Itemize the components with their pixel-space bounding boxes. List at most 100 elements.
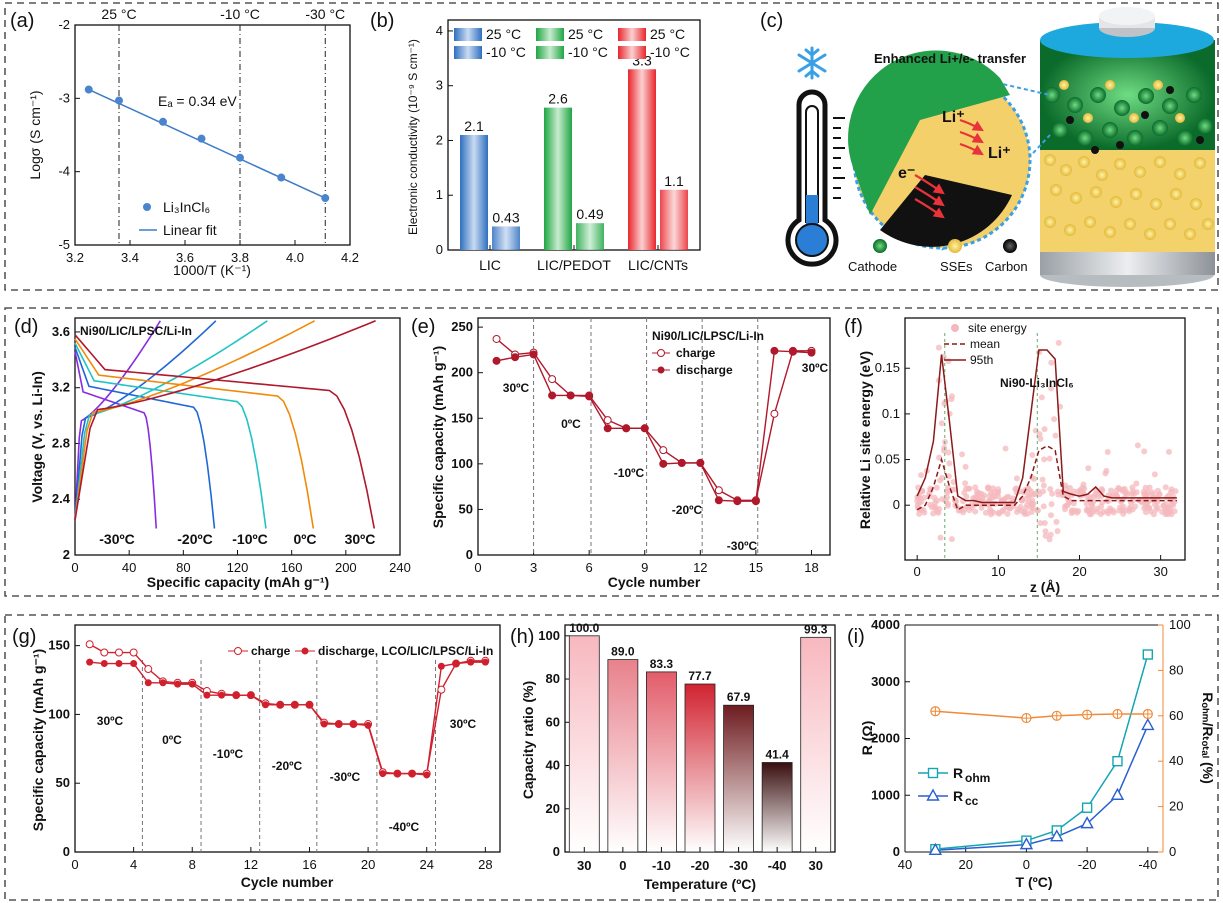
legend-cathode: Cathode — [848, 259, 897, 274]
h-bar — [723, 704, 754, 853]
d-discharge-curve — [74, 342, 267, 529]
g-xtick-label: 8 — [189, 857, 196, 872]
e-discharge-point — [566, 391, 575, 400]
e-charge-point — [659, 446, 668, 455]
f-site-energy-point — [931, 494, 938, 501]
f-site-energy-point — [1129, 484, 1136, 491]
f-site-energy-point — [1116, 507, 1123, 514]
f-site-energy-point — [1062, 485, 1069, 492]
i-xtick-label: -40 — [1138, 857, 1157, 872]
f-site-energy-point — [1085, 508, 1092, 515]
g-xtick-label: 0 — [71, 857, 78, 872]
f-site-energy-point — [1054, 528, 1061, 535]
g-temp-annotation: -10ºC — [213, 747, 244, 761]
f-site-energy-point — [959, 451, 966, 458]
f-site-energy-point — [941, 444, 948, 451]
g-xtick-label: 24 — [419, 857, 433, 872]
g-charge-point — [85, 640, 94, 649]
d-series-label: 30ºC — [345, 531, 376, 547]
g-discharge-point — [232, 691, 240, 699]
d-discharge-curve — [74, 347, 216, 529]
f-site-energy-point — [1133, 480, 1140, 487]
panel-label-f: (f) — [844, 316, 863, 338]
a-ylabel: Logσ (S cm⁻¹) — [27, 90, 43, 179]
f-legend-site: site energy — [968, 321, 1027, 335]
f-site-energy-point — [1168, 486, 1175, 493]
g-discharge-point — [320, 720, 328, 728]
f-site-energy-point — [1149, 489, 1156, 496]
b-bar — [660, 189, 688, 250]
g-charge-point — [100, 648, 109, 657]
f-legend-mean: mean — [970, 337, 1000, 351]
f-site-energy-point — [1024, 510, 1031, 517]
g-legend-discharge: discharge, LCO/LIC/LPSC/Li-In — [318, 644, 493, 658]
g-xlabel: Cycle number — [241, 874, 334, 890]
f-site-energy-point — [1046, 536, 1053, 543]
e-xtick-label: 15 — [749, 560, 763, 575]
f-site-energy-point — [972, 484, 979, 491]
thermometer-icon — [785, 89, 845, 267]
f-site-energy-point — [944, 494, 951, 501]
f-site-energy-point — [1089, 503, 1096, 510]
e-xtick-label: 3 — [530, 560, 537, 575]
d-ytick-label: 2.8 — [52, 435, 70, 450]
h-bar — [607, 659, 639, 853]
plot-frame — [74, 624, 501, 853]
f-site-energy-point — [990, 509, 997, 516]
f-site-energy-point — [1038, 394, 1045, 401]
f-legend-95th: 95th — [970, 353, 993, 367]
f-ytick-label: 0 — [893, 497, 900, 512]
i-ratio-point-cross — [930, 706, 940, 716]
e-xlabel: Cycle number — [608, 574, 701, 590]
b-ytick-label: 3 — [436, 78, 443, 93]
panel-c-legend: Cathode SSEs Carbon — [848, 239, 1028, 274]
i-rcc-point — [1080, 816, 1094, 829]
g-discharge-point — [100, 660, 108, 668]
b-bar — [492, 226, 520, 250]
a-data-point — [236, 153, 244, 162]
g-discharge-point — [423, 771, 431, 779]
f-site-energy-point — [1003, 503, 1010, 510]
f-site-energy-point — [1025, 485, 1032, 492]
h-value-label: 41.4 — [765, 747, 789, 761]
f-site-energy-point — [918, 472, 925, 479]
f-site-energy-point — [1042, 528, 1049, 535]
e-temp-annotation: 0ºC — [561, 417, 581, 431]
h-ytick-label: 60 — [546, 714, 560, 729]
f-site-energy-point — [985, 484, 992, 491]
b-ytick-label: 4 — [436, 23, 443, 38]
f-site-energy-point — [1017, 503, 1024, 510]
i-legend-rcc-sub: cc — [965, 794, 979, 808]
e-temp-annotation: -10ºC — [614, 466, 645, 480]
g-discharge-point — [115, 660, 123, 668]
g-temp-annotation: -20ºC — [272, 759, 303, 773]
panel-label-d: (d) — [14, 316, 38, 338]
e-charge-point — [603, 416, 612, 425]
b-legend-label: 25 °C — [486, 26, 521, 42]
f-site-energy-point — [946, 410, 953, 417]
panel-c-banner: Enhanced Li+/e- transfer — [874, 51, 1026, 66]
f-site-energy-point — [982, 509, 989, 516]
i-ratio-point-cross — [1143, 709, 1153, 719]
f-site-energy-point — [1035, 507, 1042, 514]
f-legend-marker — [951, 324, 959, 332]
e-ytick-label: 50 — [459, 501, 473, 516]
i-xtick-label: 20 — [958, 857, 972, 872]
f-mean-line — [916, 444, 1177, 511]
f-site-energy-point — [1048, 501, 1055, 508]
i-ratio-point-cross — [1052, 711, 1062, 721]
g-discharge-point — [203, 691, 211, 699]
f-site-energy-point — [939, 474, 946, 481]
i-rohm-point — [1112, 756, 1123, 767]
f-site-energy-point — [1052, 432, 1059, 439]
b-value-label: 2.6 — [548, 91, 568, 107]
e-charge-line — [496, 338, 812, 502]
g-discharge-point — [467, 658, 475, 666]
f-site-energy-point — [945, 473, 952, 480]
b-legend-label: -10 °C — [568, 44, 608, 60]
b-category-label: LIC/CNTs — [628, 257, 688, 273]
f-xtick-label: 30 — [1153, 564, 1167, 579]
f-site-energy-point — [1120, 503, 1127, 510]
d-xtick-label: 200 — [335, 560, 357, 575]
f-site-energy-point — [1047, 512, 1054, 519]
